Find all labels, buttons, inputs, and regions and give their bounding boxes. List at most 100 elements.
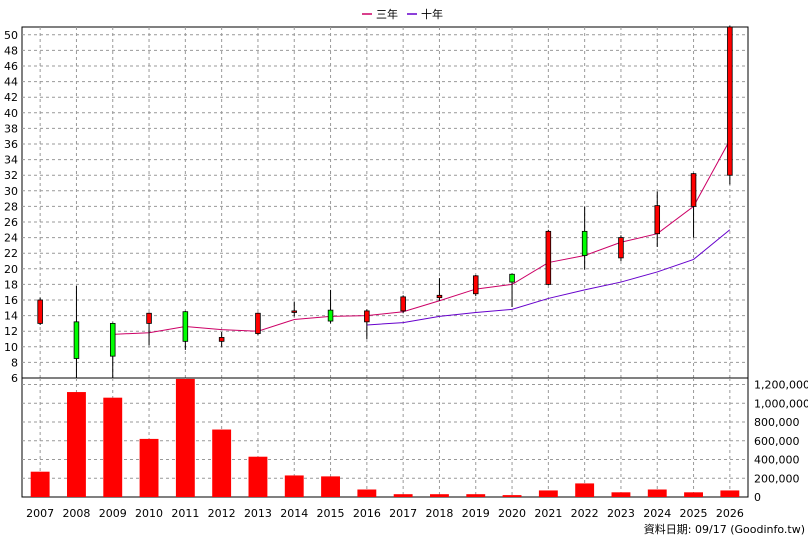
x-tick-label: 2016 — [353, 507, 381, 520]
price-y-tick-label: 30 — [4, 185, 18, 198]
x-tick-label: 2022 — [571, 507, 599, 520]
volume-bar — [684, 492, 703, 497]
price-y-tick-label: 38 — [4, 122, 18, 135]
volume-bar — [67, 392, 86, 497]
volume-y-tick-label: 1,200,000 — [754, 379, 808, 392]
candle-body — [509, 273, 515, 283]
price-y-tick-label: 16 — [4, 294, 18, 307]
price-y-tick-label: 34 — [4, 154, 18, 167]
volume-bar — [502, 495, 522, 497]
volume-bar — [103, 397, 123, 497]
x-tick-label: 2020 — [498, 507, 526, 520]
candle-body — [545, 230, 552, 285]
price-y-tick-label: 20 — [4, 263, 18, 276]
candle-body — [654, 205, 661, 235]
volume-bar — [611, 492, 631, 497]
volume-bar — [430, 494, 449, 497]
volume-y-tick-label: 400,000 — [754, 454, 800, 467]
x-tick-label: 2009 — [99, 507, 127, 520]
footer-caption: 資料日期: 09/17 (Goodinfo.tw) — [644, 522, 805, 536]
price-y-tick-label: 12 — [4, 325, 18, 338]
candle-body — [618, 237, 624, 259]
x-tick-label: 2025 — [680, 507, 708, 520]
series-line-ten-year — [366, 229, 731, 326]
price-y-tick-label: 36 — [4, 138, 18, 151]
price-y-tick-label: 26 — [4, 216, 18, 229]
candle-body — [73, 321, 80, 359]
price-y-tick-label: 42 — [4, 91, 18, 104]
volume-bar — [538, 490, 558, 497]
candle-body — [364, 310, 370, 323]
price-y-tick-label: 18 — [4, 278, 18, 291]
volume-bar — [284, 475, 304, 497]
volume-bar — [393, 494, 413, 497]
price-y-tick-label: 8 — [11, 356, 18, 369]
price-y-tick-label: 50 — [4, 29, 18, 42]
legend-label: 三年 — [376, 7, 398, 21]
candle-body — [146, 312, 152, 324]
price-panel: 6 8 10 12 14 16 18 20 22 24 26 28 30 32 34 36 38 40 42 44 46… — [4, 25, 749, 385]
price-y-tick-label: 14 — [4, 310, 18, 323]
legend-label: 十年 — [421, 7, 443, 21]
candle-body — [581, 230, 588, 256]
volume-y-tick-label: 1,000,000 — [754, 397, 808, 410]
x-tick-label: 2023 — [607, 507, 635, 520]
candle-body — [727, 26, 733, 176]
x-tick-label: 2019 — [462, 507, 490, 520]
price-y-tick-label: 32 — [4, 169, 18, 182]
volume-bar — [720, 490, 740, 497]
price-plot-frame — [21, 26, 749, 379]
x-tick-label: 2013 — [244, 507, 272, 520]
price-y-tick-label: 22 — [4, 247, 18, 260]
candle-body — [37, 299, 43, 324]
x-tick-label: 2017 — [389, 507, 417, 520]
candle-body — [218, 337, 225, 342]
candle-body — [327, 309, 334, 322]
x-tick-label: 2021 — [534, 507, 562, 520]
x-tick-label: 2026 — [716, 507, 744, 520]
candle-body — [291, 310, 298, 313]
volume-panel: 0 200,000 400,000 600,000 800,000 1,000,000 1,… — [21, 377, 808, 504]
price-y-tick-label: 6 — [11, 372, 18, 385]
x-tick-label: 2014 — [280, 507, 308, 520]
price-y-tick-label: 48 — [4, 44, 18, 57]
volume-bar — [466, 494, 486, 497]
volume-bar — [175, 378, 195, 497]
volume-bar — [248, 456, 268, 497]
x-tick-label: 2012 — [208, 507, 236, 520]
price-y-tick-label: 10 — [4, 341, 18, 354]
volume-bar — [212, 429, 232, 497]
candle-body — [400, 296, 406, 312]
candle-body — [255, 312, 261, 334]
volume-plot-frame — [21, 377, 749, 498]
x-tick-label: 2015 — [317, 507, 345, 520]
volume-bar — [647, 489, 667, 497]
candle-body — [109, 322, 116, 357]
price-y-tick-label: 40 — [4, 107, 18, 120]
candle-body — [690, 173, 697, 207]
x-tick-label: 2007 — [26, 507, 54, 520]
x-axis: 2007 2008 2009 2010 2011 2012 2013 2014 2015 2016… — [26, 507, 744, 520]
volume-bar — [575, 483, 595, 497]
price-y-tick-label: 28 — [4, 200, 18, 213]
candle-body — [436, 294, 443, 299]
volume-bar — [357, 489, 377, 497]
volume-bar — [139, 438, 159, 497]
x-tick-label: 2024 — [643, 507, 671, 520]
candle-body — [472, 275, 479, 295]
volume-y-tick-label: 600,000 — [754, 435, 800, 448]
volume-bar — [30, 471, 50, 497]
volume-y-tick-label: 800,000 — [754, 416, 800, 429]
candle-body — [182, 311, 189, 342]
x-tick-label: 2018 — [425, 507, 453, 520]
volume-y-tick-label: 200,000 — [754, 472, 800, 485]
x-tick-label: 2011 — [171, 507, 199, 520]
x-tick-label: 2010 — [135, 507, 163, 520]
price-y-tick-label: 24 — [4, 232, 18, 245]
volume-y-tick-label: 0 — [754, 491, 761, 504]
x-tick-label: 2008 — [62, 507, 90, 520]
legend: 三年 十年 — [362, 7, 443, 21]
volume-bar — [321, 476, 340, 497]
